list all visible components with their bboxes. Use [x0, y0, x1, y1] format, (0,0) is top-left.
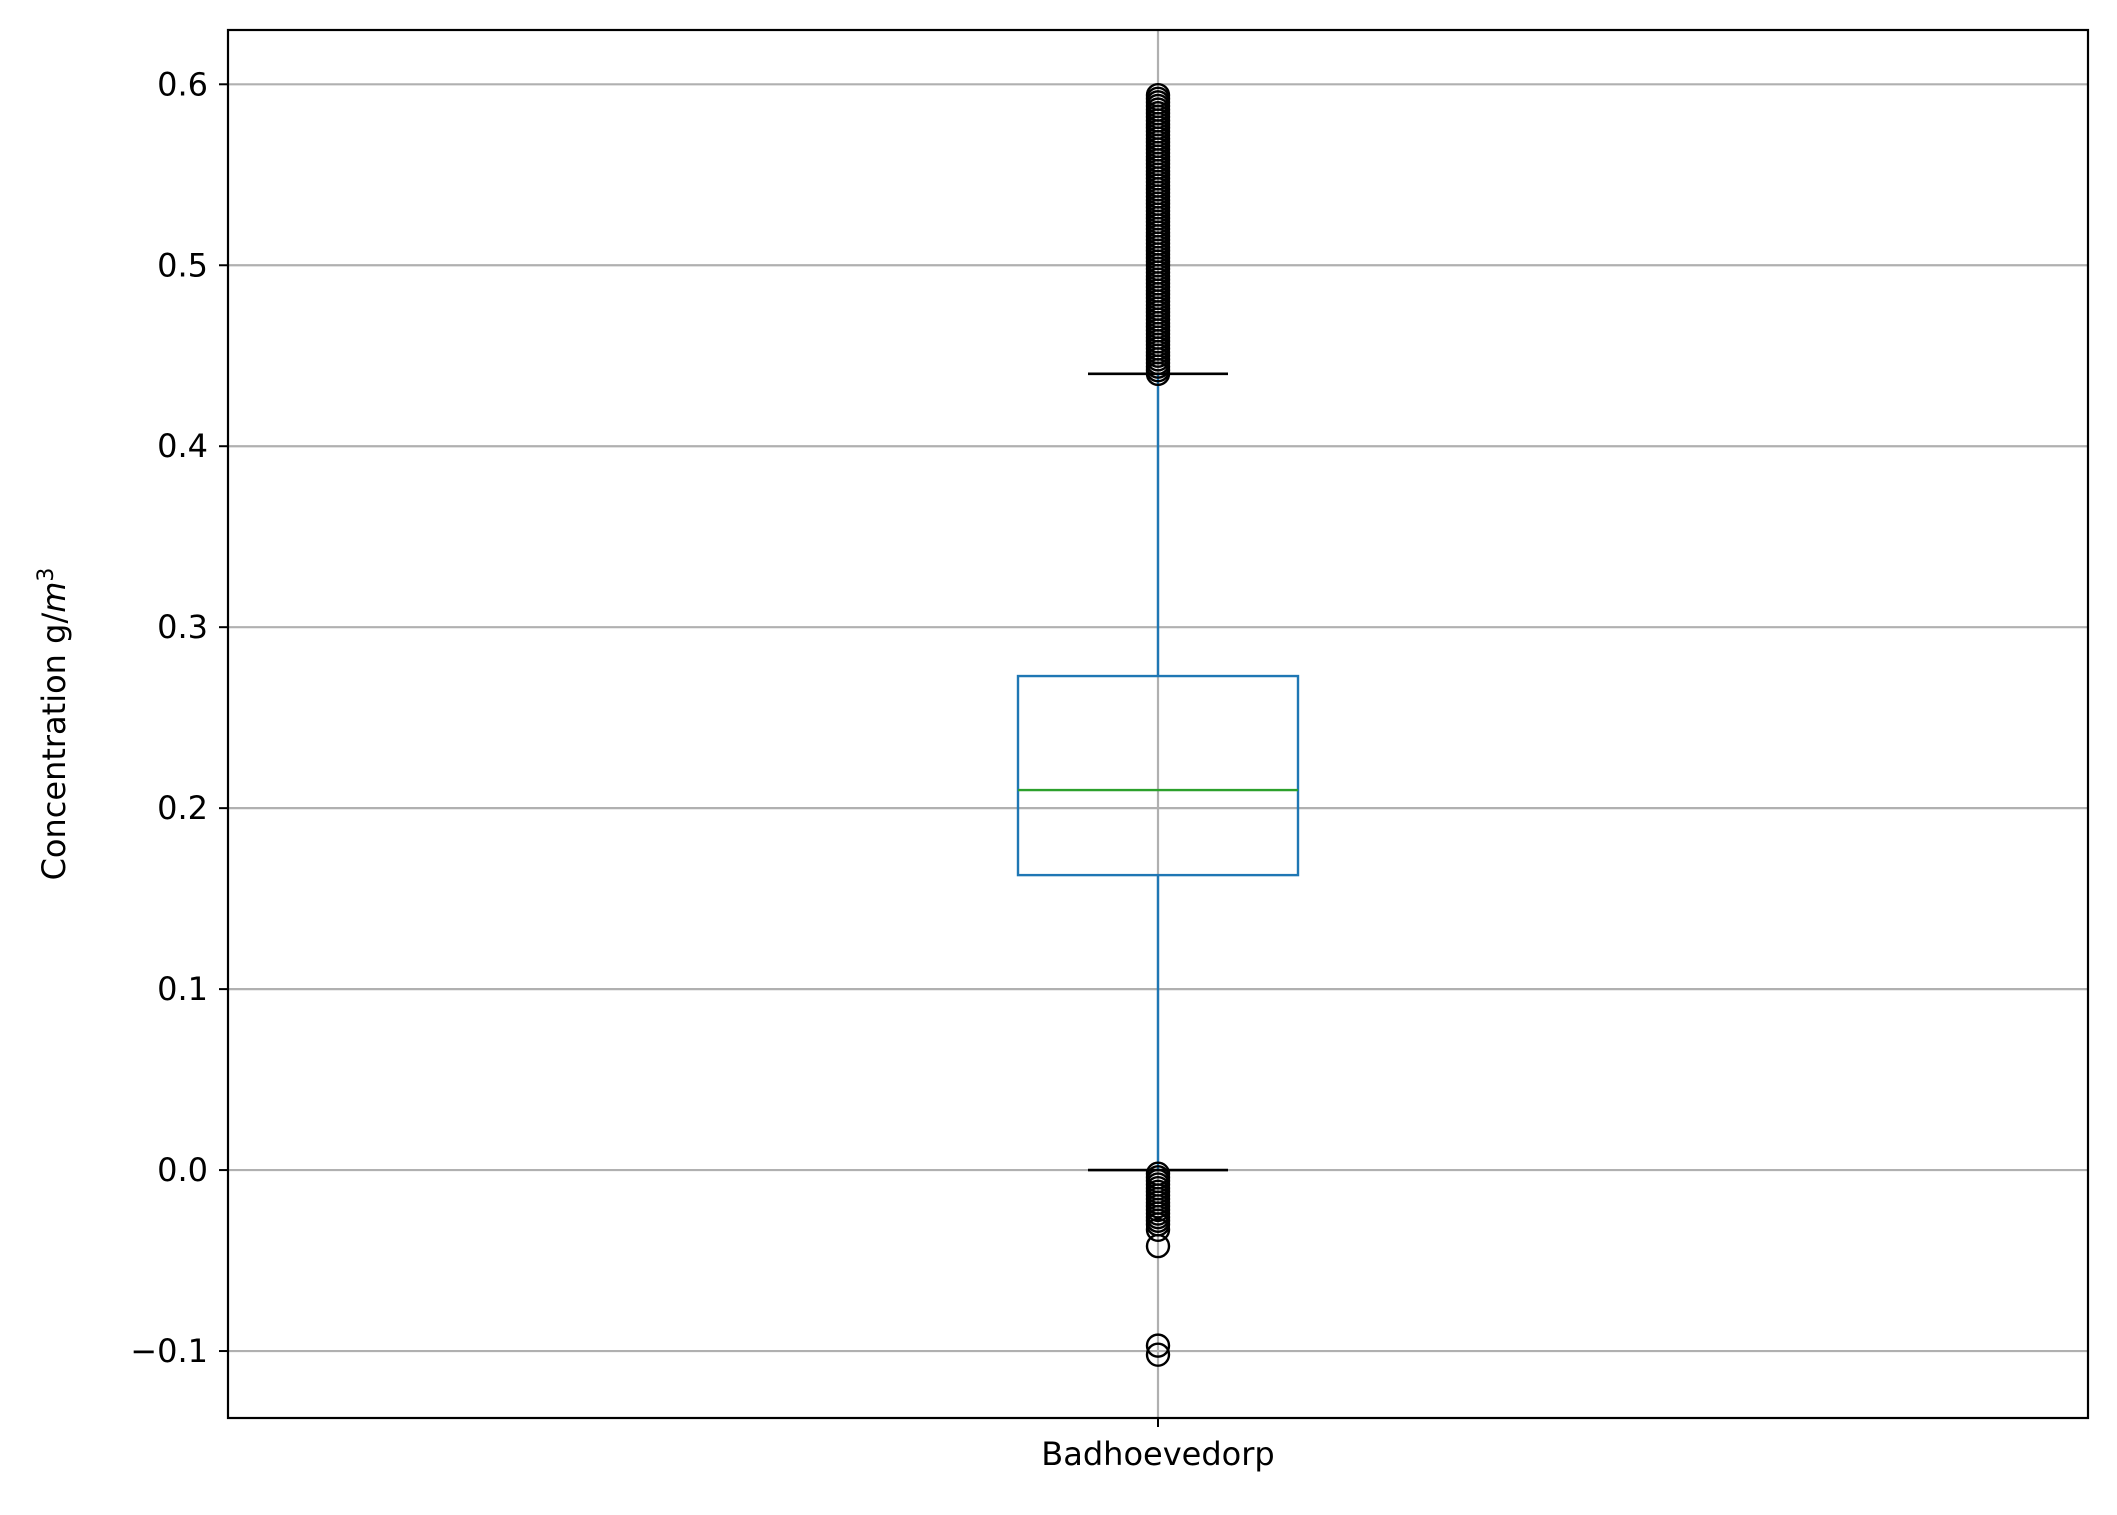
- y-tick-label: 0.2: [157, 789, 208, 827]
- y-tick-label: 0.5: [157, 246, 208, 284]
- outlier-point: [1145, 1161, 1171, 1186]
- outlier-point: [1145, 1333, 1171, 1358]
- tick-layer: −0.1 0.0 0.1 0.2 0.3 0.4 0.5 0.6 Badhoevedorp: [130, 65, 1274, 1473]
- box-layer: [1016, 82, 1300, 1367]
- y-tick-label: 0.1: [157, 970, 208, 1008]
- outlier-point: [1145, 82, 1171, 108]
- box-iqr: [1016, 674, 1300, 877]
- y-tick-label: 0.0: [157, 1151, 208, 1189]
- y-axis-label-text: Concentration g/: [35, 613, 73, 881]
- x-tick-label: Badhoevedorp: [1041, 1435, 1274, 1473]
- outlier-point: [1145, 1342, 1171, 1367]
- y-tick-label: 0.6: [157, 65, 208, 103]
- y-tick-label: −0.1: [130, 1332, 208, 1370]
- y-axis-label-unit: m: [35, 582, 73, 613]
- y-axis-label-exponent: 3: [34, 568, 59, 582]
- outlier-point: [1145, 1233, 1171, 1259]
- y-tick-label: 0.4: [157, 427, 208, 465]
- y-axis-label: Concentration g/m3: [34, 568, 73, 881]
- outlier-point: [1145, 1217, 1171, 1242]
- y-tick-label: 0.3: [157, 608, 208, 646]
